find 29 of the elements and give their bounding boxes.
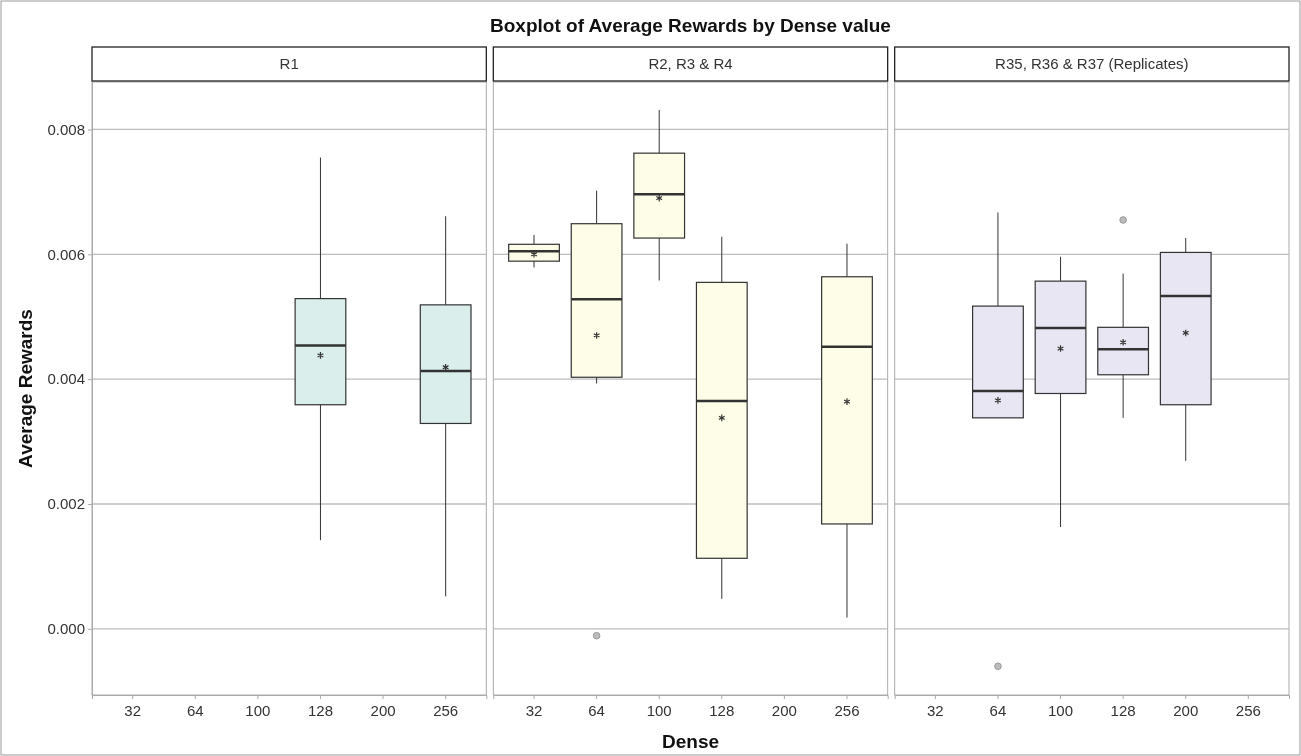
x-tick-label: 100 — [245, 701, 271, 719]
x-tick-label: 200 — [370, 701, 396, 719]
chart-title: R1 — [279, 55, 299, 72]
x-tick-label: 256 — [834, 701, 860, 719]
x-tick-label: 32 — [124, 701, 142, 719]
text: Boxplot of Average Rewards by Dense value — [490, 15, 891, 36]
x-tick-label: 64 — [186, 701, 204, 719]
x-tick-label: 100 — [646, 701, 672, 719]
y-tick-label: 0.004 — [47, 370, 85, 388]
x-axis-title: Dense — [661, 731, 720, 752]
y-tick-label: 0.008 — [47, 120, 85, 138]
x-tick-label: 32 — [525, 701, 543, 719]
x-tick-label: 128 — [709, 701, 735, 719]
y-axis-title: Average Rewards — [15, 309, 36, 468]
x-tick-label: 200 — [771, 701, 797, 719]
x-tick-label: 32 — [927, 701, 944, 719]
x-tick-label: 64 — [989, 701, 1007, 719]
y-tick-label: 0.000 — [47, 620, 85, 638]
x-tick-label: 128 — [307, 701, 333, 719]
x-tick-label: 256 — [433, 701, 459, 719]
x-tick-label: 256 — [1235, 701, 1261, 719]
x-tick-label: 64 — [588, 701, 605, 719]
chart-title: R2, R3 & R4 — [648, 55, 733, 72]
x-tick-label: 200 — [1173, 701, 1199, 719]
x-tick-label: 128 — [1110, 701, 1136, 719]
chart-title: R35, R36 & R37 (Replicates) — [995, 55, 1189, 72]
y-tick-label: 0.006 — [47, 245, 85, 263]
y-tick-label: 0.002 — [47, 495, 85, 513]
x-tick-label: 100 — [1048, 701, 1074, 719]
